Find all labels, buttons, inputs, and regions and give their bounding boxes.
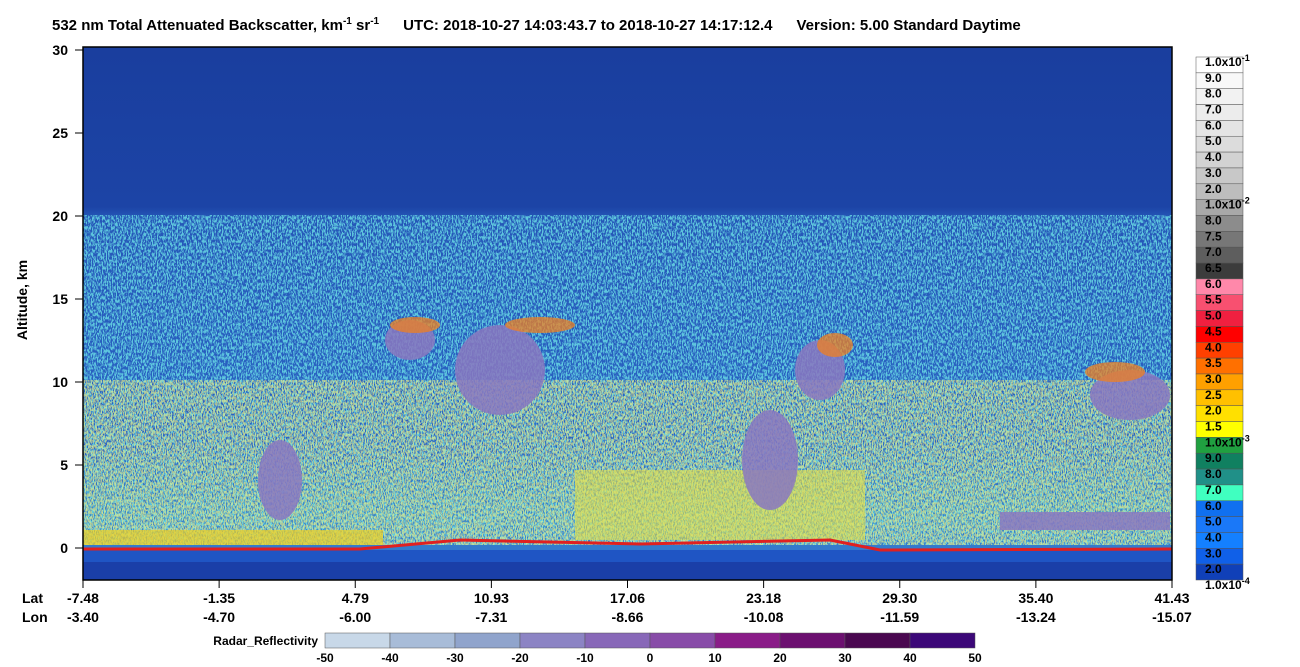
colorbar-label: 1.0x10-3 (1205, 433, 1250, 449)
backscatter-image (82, 46, 1173, 581)
radar-colorbar-swatch (519, 632, 586, 649)
lon-tick-label: -7.31 (475, 609, 507, 625)
lat-tick-label: 41.43 (1154, 590, 1189, 606)
colorbar-label: 1.0x10-2 (1205, 196, 1250, 212)
colorbar-label: 5.0 (1205, 134, 1222, 148)
colorbar-label-base: 1.0x10 (1205, 55, 1242, 69)
colorbar-label: 3.0 (1205, 372, 1222, 386)
lon-label: Lon (22, 609, 48, 625)
colorbar-label: 6.0 (1205, 277, 1222, 291)
colorbar-label-exp: -4 (1242, 576, 1250, 586)
colorbar-label: 5.5 (1205, 293, 1222, 307)
lat-tick-label: -7.48 (67, 590, 99, 606)
radar-tick-label: 0 (647, 651, 654, 665)
y-tick-label: 25 (52, 125, 68, 141)
colorbar-label: 7.5 (1205, 229, 1222, 243)
radar-colorbar-swatch (909, 632, 976, 649)
colorbar-label: 2.5 (1205, 388, 1222, 402)
colorbar-label: 3.0 (1205, 546, 1222, 560)
colorbar-label-base: 1.0x10 (1205, 435, 1242, 449)
lat-tick-label: 35.40 (1018, 590, 1053, 606)
radar-tick-label: 30 (838, 651, 852, 665)
colorbar-label: 8.0 (1205, 467, 1222, 481)
lon-tick-label: -10.08 (744, 609, 784, 625)
chart-title: 532 nm Total Attenuated Backscatter, km-… (52, 16, 1021, 34)
colorbar-label: 4.0 (1205, 150, 1222, 164)
radar-colorbar-label: Radar_Reflectivity (213, 634, 318, 648)
radar-colorbar-swatch (779, 632, 846, 649)
y-tick-label: 0 (60, 540, 68, 556)
colorbar-label-exp: -2 (1242, 196, 1250, 206)
colorbar-label-exp: -3 (1242, 433, 1250, 443)
radar-colorbar-swatch (389, 632, 456, 649)
colorbar-label: 1.0x10-4 (1205, 576, 1250, 592)
radar-tick-label: -10 (576, 651, 594, 665)
colorbar-label: 2.0 (1205, 182, 1222, 196)
radar-tick-label: 20 (773, 651, 787, 665)
lat-tick-label: -1.35 (203, 590, 235, 606)
lat-tick-label: 4.79 (342, 590, 369, 606)
radar-colorbar-swatch (649, 632, 716, 649)
radar-tick-label: -30 (446, 651, 464, 665)
y-tick-label: 20 (52, 208, 68, 224)
colorbar-label: 1.5 (1205, 420, 1222, 434)
colorbar-label: 4.5 (1205, 324, 1222, 338)
colorbar-label: 3.5 (1205, 356, 1222, 370)
colorbar-label: 6.0 (1205, 118, 1222, 132)
lon-tick-label: -15.07 (1152, 609, 1192, 625)
colorbar-label: 7.0 (1205, 245, 1222, 259)
lon-tick-label: -8.66 (612, 609, 644, 625)
colorbar-label: 8.0 (1205, 87, 1222, 101)
colorbar-label-base: 1.0x10 (1205, 578, 1242, 592)
radar-tick-label: 10 (708, 651, 722, 665)
lat-tick-label: 10.93 (474, 590, 509, 606)
radar-tick-label: 40 (903, 651, 917, 665)
lon-tick-label: -3.40 (67, 609, 99, 625)
y-tick-label: 10 (52, 374, 68, 390)
colorbar-label: 7.0 (1205, 483, 1222, 497)
y-tick-label: 5 (60, 457, 68, 473)
radar-colorbar-swatch (584, 632, 651, 649)
y-tick-label: 15 (52, 291, 68, 307)
lon-tick-label: -6.00 (339, 609, 371, 625)
lon-tick-label: -11.59 (880, 609, 919, 625)
lon-tick-label: -4.70 (203, 609, 235, 625)
colorbar-label: 3.0 (1205, 166, 1222, 180)
colorbar-label-base: 1.0x10 (1205, 198, 1242, 212)
lon-tick-label: -13.24 (1016, 609, 1056, 625)
y-axis-label: Altitude, km (14, 260, 30, 340)
colorbar-label: 5.0 (1205, 515, 1222, 529)
radar-tick-label: -50 (316, 651, 334, 665)
colorbar-label: 4.0 (1205, 340, 1222, 354)
radar-tick-label: -40 (381, 651, 399, 665)
lat-tick-label: 29.30 (882, 590, 917, 606)
radar-tick-label: -20 (511, 651, 529, 665)
radar-colorbar-swatch (454, 632, 521, 649)
lat-label: Lat (22, 590, 43, 606)
colorbar-label: 9.0 (1205, 451, 1222, 465)
colorbar-label: 2.0 (1205, 562, 1222, 576)
colorbar-label: 4.0 (1205, 530, 1222, 544)
radar-colorbar-swatch (324, 632, 391, 649)
colorbar-label: 6.5 (1205, 261, 1222, 275)
radar-colorbar-swatch (714, 632, 781, 649)
radar-tick-label: 50 (968, 651, 982, 665)
y-tick-label: 30 (52, 42, 68, 58)
radar-colorbar-swatch (844, 632, 911, 649)
colorbar-label: 5.0 (1205, 309, 1222, 323)
colorbar-swatch (1195, 563, 1244, 581)
colorbar-label: 1.0x10-1 (1205, 53, 1250, 69)
colorbar-label: 6.0 (1205, 499, 1222, 513)
lat-tick-label: 23.18 (746, 590, 781, 606)
lat-tick-label: 17.06 (610, 590, 645, 606)
colorbar-label: 8.0 (1205, 213, 1222, 227)
colorbar-label: 9.0 (1205, 71, 1222, 85)
colorbar-label: 7.0 (1205, 103, 1222, 117)
colorbar-label: 2.0 (1205, 404, 1222, 418)
colorbar-label-exp: -1 (1242, 53, 1250, 63)
